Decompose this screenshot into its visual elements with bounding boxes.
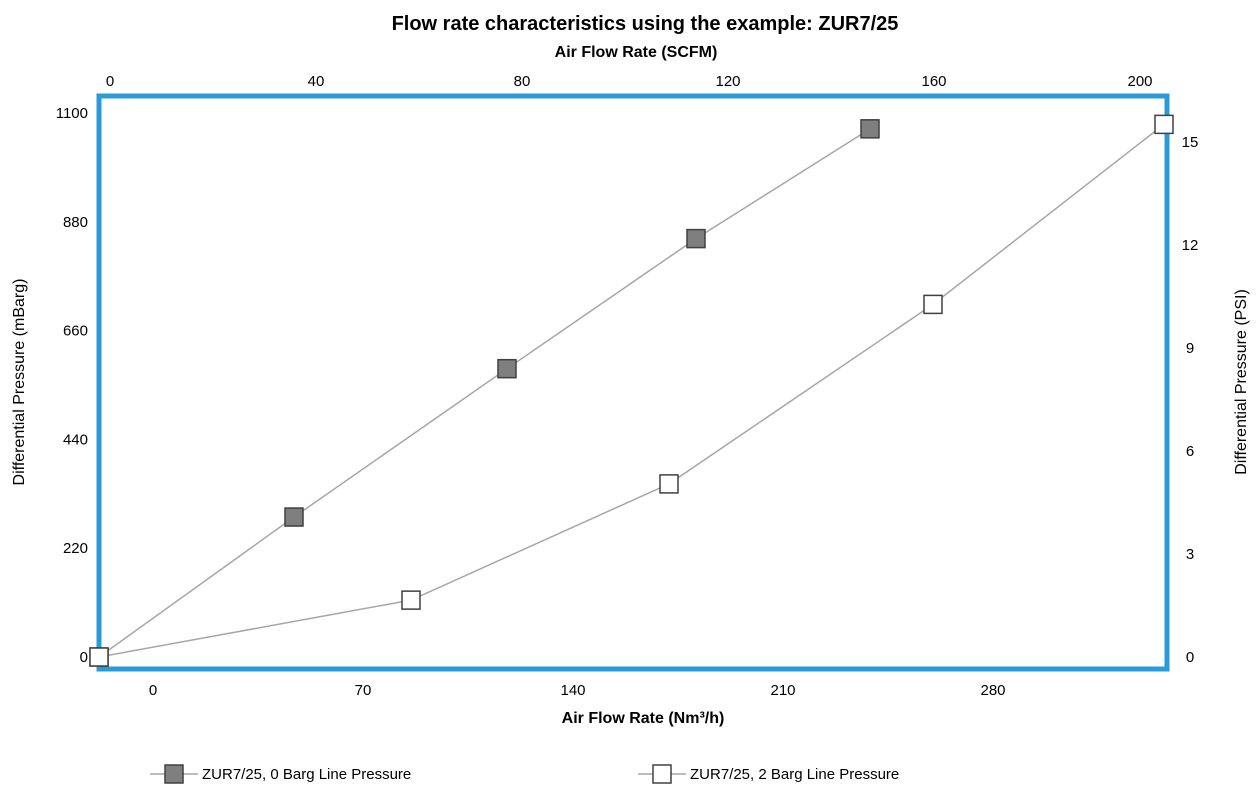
y-right-tick-label: 6 bbox=[1186, 443, 1194, 460]
data-point bbox=[401, 590, 421, 610]
series-2 bbox=[89, 114, 1174, 667]
x-axis-top-title: Air Flow Rate (SCFM) bbox=[555, 44, 718, 61]
plot-area-frame bbox=[96, 93, 1170, 672]
y-axis-right-ticks: 0 3 6 9 12 15 bbox=[1182, 134, 1199, 666]
series-line bbox=[98, 123, 1165, 658]
y-left-tick-label: 660 bbox=[63, 323, 88, 340]
legend-label: ZUR7/25, 0 Barg Line Pressure bbox=[202, 766, 411, 783]
data-point bbox=[1154, 114, 1174, 135]
series-layer bbox=[89, 114, 1174, 667]
x-axis-top-ticks: 0 40 80 120 160 200 bbox=[106, 73, 1153, 90]
data-point bbox=[686, 228, 706, 249]
series-1 bbox=[89, 119, 880, 667]
y-left-tick-label: 1100 bbox=[56, 105, 88, 122]
x-top-tick-label: 80 bbox=[514, 73, 531, 90]
x-bottom-tick-label: 280 bbox=[980, 682, 1005, 699]
x-axis-bottom-title: Air Flow Rate (Nm³/h) bbox=[562, 710, 725, 727]
data-point bbox=[284, 507, 304, 527]
legend-item: ZUR7/25, 0 Barg Line Pressure bbox=[150, 764, 411, 784]
x-top-tick-label: 120 bbox=[715, 73, 740, 90]
legend-marker bbox=[652, 764, 672, 784]
data-point bbox=[659, 474, 679, 494]
x-top-tick-label: 160 bbox=[921, 73, 946, 90]
y-axis-left-ticks: 0 220 440 660 880 1100 bbox=[56, 105, 88, 666]
data-point bbox=[497, 358, 517, 379]
x-bottom-tick-label: 70 bbox=[355, 682, 372, 699]
y-axis-right-title: Differential Pressure (PSI) bbox=[1233, 289, 1250, 475]
data-point bbox=[923, 294, 943, 315]
y-axis-left-title: Differential Pressure (mBarg) bbox=[11, 279, 28, 486]
x-top-tick-label: 40 bbox=[308, 73, 325, 90]
series-line bbox=[98, 128, 871, 658]
data-point bbox=[89, 647, 109, 667]
y-left-tick-label: 880 bbox=[63, 214, 88, 231]
x-bottom-tick-label: 0 bbox=[149, 682, 157, 699]
y-right-tick-label: 9 bbox=[1186, 340, 1194, 357]
y-right-tick-label: 12 bbox=[1182, 237, 1199, 254]
data-point bbox=[860, 119, 880, 139]
legend-marker bbox=[164, 764, 184, 784]
legend: ZUR7/25, 0 Barg Line Pressure ZUR7/25, 2 … bbox=[150, 764, 899, 784]
y-right-tick-label: 15 bbox=[1182, 134, 1199, 151]
x-top-tick-label: 200 bbox=[1127, 73, 1152, 90]
y-right-tick-label: 0 bbox=[1186, 649, 1194, 666]
legend-item: ZUR7/25, 2 Barg Line Pressure bbox=[638, 764, 899, 784]
x-top-tick-label: 0 bbox=[106, 73, 114, 90]
y-left-tick-label: 0 bbox=[80, 649, 88, 666]
y-left-tick-label: 440 bbox=[63, 431, 88, 448]
y-left-tick-label: 220 bbox=[63, 540, 88, 557]
y-right-tick-label: 3 bbox=[1186, 546, 1194, 563]
x-bottom-tick-label: 140 bbox=[560, 682, 585, 699]
chart-title: Flow rate characteristics using the exam… bbox=[392, 13, 899, 35]
legend-label: ZUR7/25, 2 Barg Line Pressure bbox=[690, 766, 899, 783]
x-bottom-tick-label: 210 bbox=[770, 682, 795, 699]
x-axis-bottom-ticks: 0 70 140 210 280 bbox=[149, 682, 1006, 699]
